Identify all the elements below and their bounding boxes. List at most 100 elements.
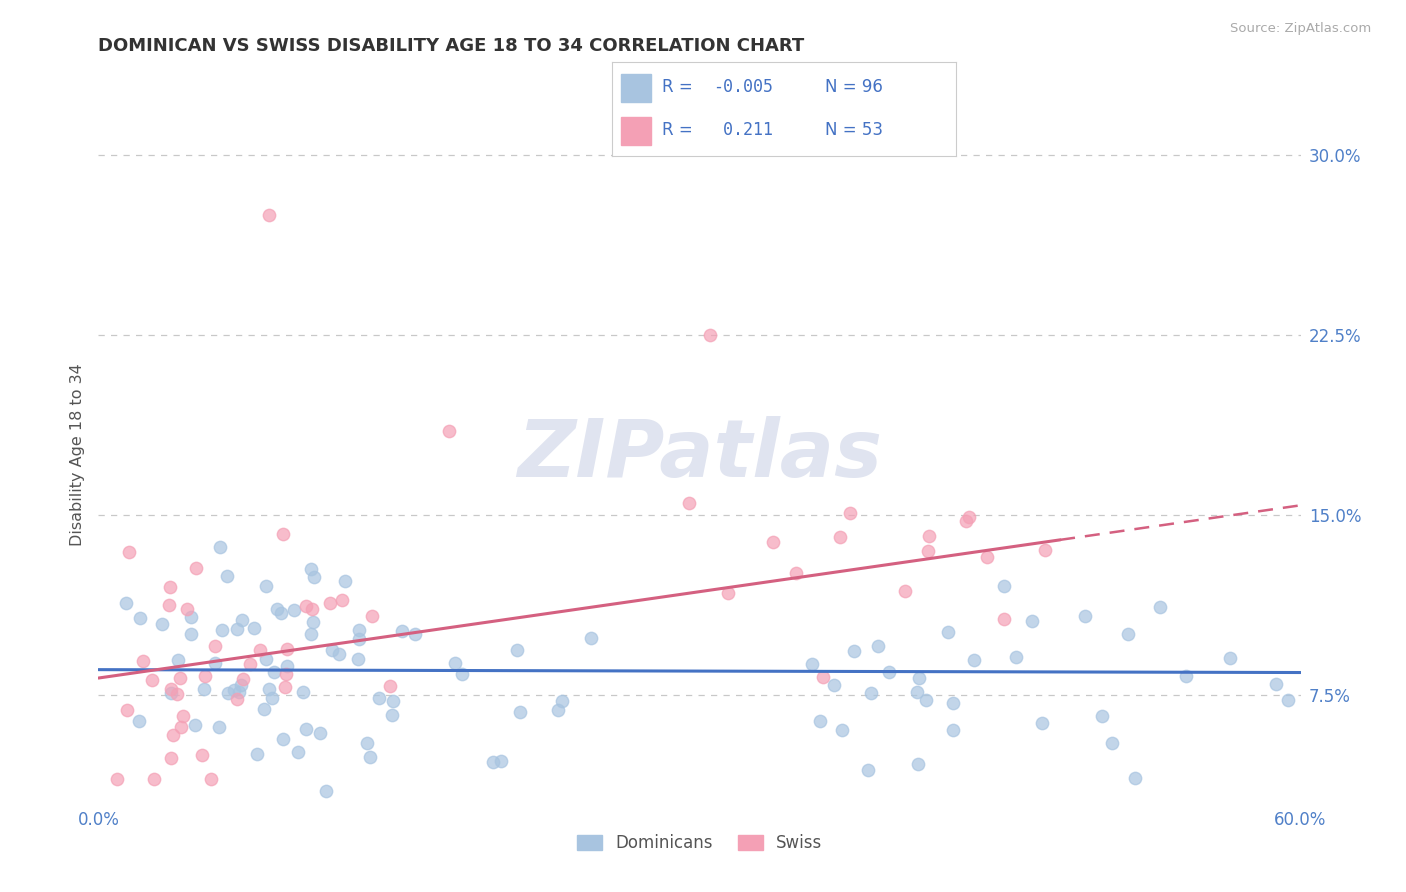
- Y-axis label: Disability Age 18 to 34: Disability Age 18 to 34: [69, 364, 84, 546]
- Point: [299, 626, 322, 640]
- FancyBboxPatch shape: [621, 74, 651, 103]
- Point: [194, 669, 217, 683]
- Point: [905, 685, 928, 699]
- Point: [309, 726, 332, 740]
- Point: [256, 652, 278, 666]
- Text: N = 96: N = 96: [825, 78, 883, 96]
- Point: [1005, 649, 1028, 664]
- Point: [263, 665, 285, 680]
- Point: [142, 772, 165, 786]
- Point: [115, 703, 138, 717]
- Point: [918, 529, 941, 543]
- Point: [180, 610, 202, 624]
- Point: [831, 723, 853, 738]
- Point: [287, 745, 309, 759]
- Point: [976, 550, 998, 565]
- Point: [381, 708, 404, 723]
- Point: [228, 684, 250, 698]
- Point: [801, 657, 824, 671]
- Point: [785, 566, 807, 580]
- Point: [180, 627, 202, 641]
- Point: [1033, 543, 1056, 558]
- Point: [170, 720, 193, 734]
- Point: [1265, 677, 1288, 691]
- Point: [166, 687, 188, 701]
- Point: [678, 496, 700, 510]
- Point: [115, 596, 138, 610]
- Point: [159, 580, 181, 594]
- Point: [936, 624, 959, 639]
- Point: [249, 642, 271, 657]
- Text: N = 53: N = 53: [825, 121, 883, 139]
- Point: [229, 678, 252, 692]
- Point: [160, 681, 183, 696]
- Point: [1125, 772, 1147, 786]
- Point: [160, 686, 183, 700]
- Point: [378, 679, 401, 693]
- Point: [1277, 693, 1299, 707]
- Point: [117, 545, 139, 559]
- Point: [232, 672, 254, 686]
- Point: [482, 755, 505, 769]
- Point: [208, 720, 231, 734]
- Point: [879, 665, 901, 679]
- Point: [262, 690, 284, 705]
- Point: [942, 697, 965, 711]
- Point: [811, 670, 834, 684]
- Point: [253, 702, 276, 716]
- Point: [444, 656, 467, 670]
- Point: [506, 643, 529, 657]
- Point: [299, 562, 322, 576]
- Point: [242, 621, 264, 635]
- Point: [273, 681, 295, 695]
- Point: [224, 683, 246, 698]
- Point: [319, 596, 342, 610]
- Point: [141, 673, 163, 687]
- Point: [259, 682, 281, 697]
- Point: [347, 623, 370, 637]
- Point: [699, 328, 721, 343]
- Point: [1219, 651, 1241, 665]
- Point: [150, 617, 173, 632]
- Point: [172, 709, 194, 723]
- Point: [301, 602, 323, 616]
- Point: [105, 772, 128, 786]
- Point: [330, 592, 353, 607]
- Point: [254, 579, 277, 593]
- Point: [302, 569, 325, 583]
- Point: [209, 540, 232, 554]
- Point: [132, 654, 155, 668]
- Text: R =: R =: [662, 78, 697, 96]
- Point: [908, 672, 931, 686]
- Point: [193, 681, 215, 696]
- Legend: Dominicans, Swiss: Dominicans, Swiss: [569, 827, 830, 858]
- Point: [451, 666, 474, 681]
- Point: [359, 750, 381, 764]
- Point: [955, 515, 977, 529]
- Point: [1116, 626, 1139, 640]
- Point: [368, 690, 391, 705]
- Point: [963, 653, 986, 667]
- Point: [894, 583, 917, 598]
- Point: [868, 639, 890, 653]
- Point: [328, 647, 350, 661]
- Point: [838, 507, 860, 521]
- Point: [404, 627, 426, 641]
- Text: ZIPatlas: ZIPatlas: [517, 416, 882, 494]
- Point: [271, 527, 294, 541]
- Point: [942, 723, 965, 738]
- Point: [315, 784, 337, 798]
- Point: [270, 607, 292, 621]
- Point: [761, 535, 783, 549]
- Point: [844, 644, 866, 658]
- Point: [217, 686, 239, 700]
- Point: [581, 631, 603, 645]
- Point: [810, 714, 832, 728]
- Point: [550, 694, 572, 708]
- Point: [993, 579, 1015, 593]
- Point: [1021, 614, 1043, 628]
- Point: [226, 691, 249, 706]
- Point: [184, 717, 207, 731]
- Point: [295, 722, 318, 736]
- Point: [917, 544, 939, 558]
